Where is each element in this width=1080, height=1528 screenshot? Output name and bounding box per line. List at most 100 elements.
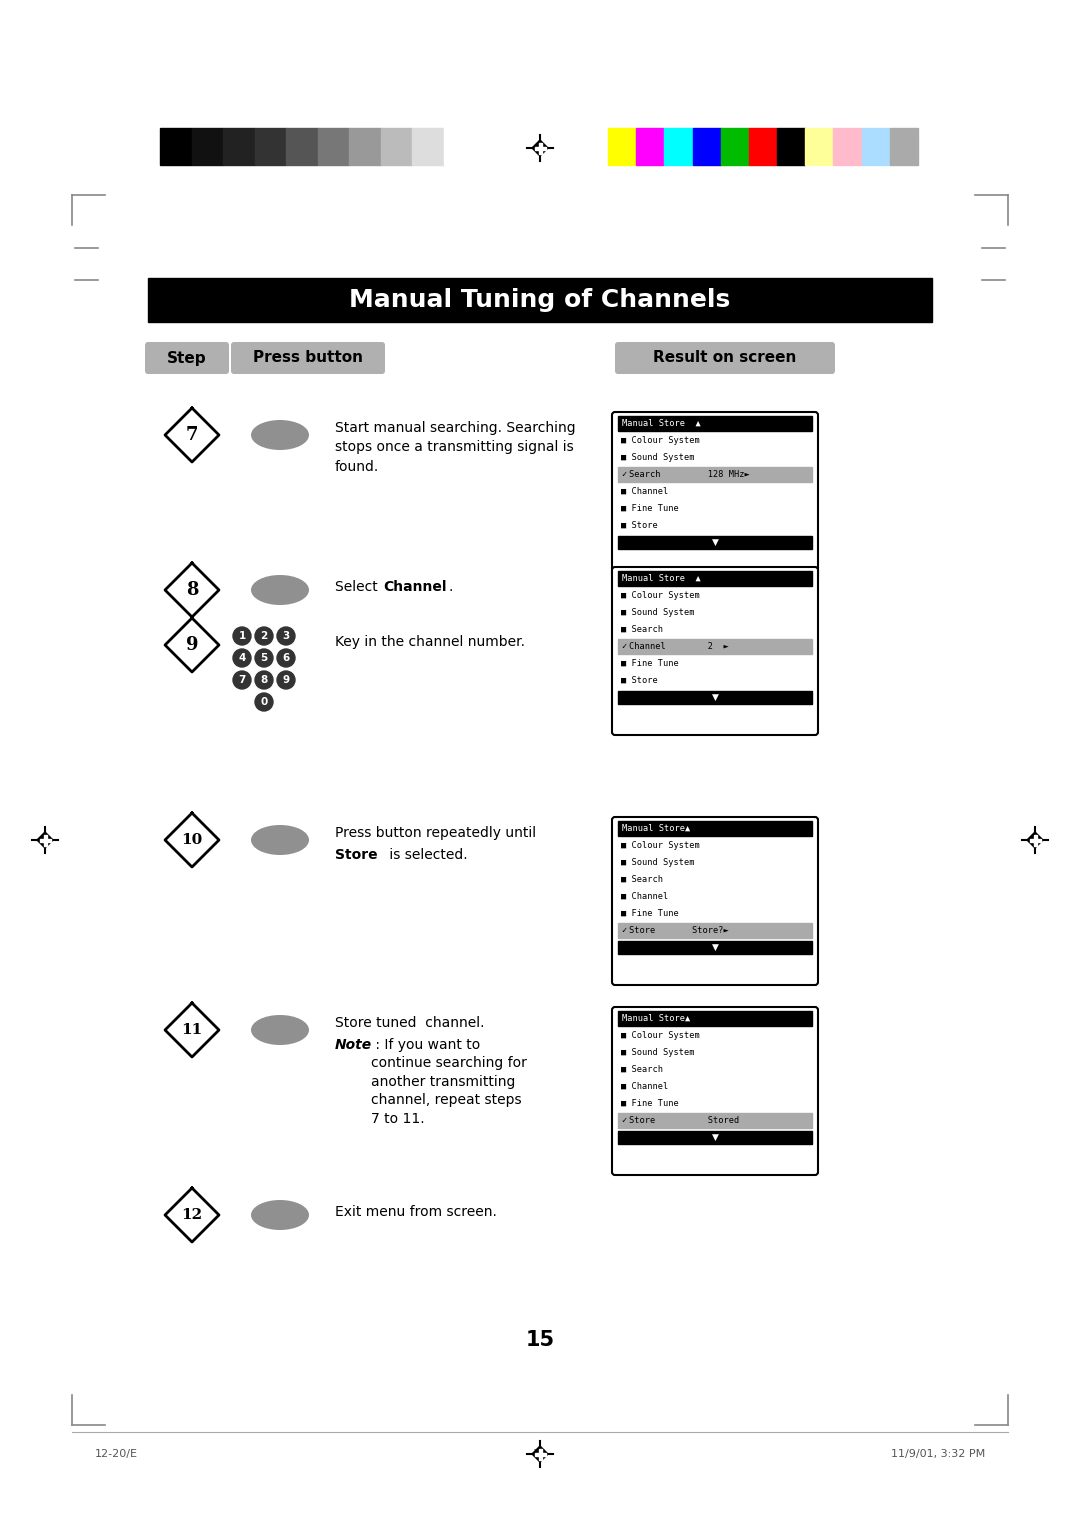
Text: Manual Store▲: Manual Store▲ — [622, 1015, 690, 1024]
Bar — [748, 128, 778, 165]
Text: 9: 9 — [283, 675, 289, 685]
Ellipse shape — [251, 825, 309, 856]
Text: ■ Search: ■ Search — [621, 1065, 663, 1074]
Text: Select: Select — [335, 581, 382, 594]
Polygon shape — [1029, 839, 1040, 842]
Bar — [160, 128, 191, 165]
Text: Store: Store — [335, 848, 378, 862]
Text: Search         128 MHz►: Search 128 MHz► — [629, 471, 750, 478]
Bar — [778, 128, 806, 165]
Text: 5: 5 — [260, 652, 268, 663]
Text: 6: 6 — [282, 652, 289, 663]
Text: ✓: ✓ — [621, 471, 626, 478]
Circle shape — [255, 671, 273, 689]
Polygon shape — [165, 408, 219, 461]
Bar — [318, 128, 349, 165]
Text: Result on screen: Result on screen — [653, 350, 797, 365]
Polygon shape — [539, 142, 541, 153]
Polygon shape — [1034, 834, 1037, 845]
Bar — [890, 128, 918, 165]
Text: 1: 1 — [239, 631, 245, 642]
Text: 8: 8 — [260, 675, 268, 685]
Text: ■ Colour System: ■ Colour System — [621, 435, 700, 445]
Polygon shape — [165, 562, 219, 617]
Text: ✓: ✓ — [621, 1115, 626, 1125]
Bar — [636, 128, 664, 165]
Bar — [286, 128, 318, 165]
Text: ■ Fine Tune: ■ Fine Tune — [621, 909, 678, 918]
Text: ■ Search: ■ Search — [621, 625, 663, 634]
FancyBboxPatch shape — [612, 413, 818, 581]
FancyBboxPatch shape — [615, 342, 835, 374]
Text: 11: 11 — [181, 1024, 203, 1038]
Bar — [255, 128, 286, 165]
Bar — [618, 941, 812, 953]
Text: ■ Fine Tune: ■ Fine Tune — [621, 659, 678, 668]
Ellipse shape — [251, 1015, 309, 1045]
Text: Store       Store?►: Store Store?► — [629, 926, 729, 935]
Circle shape — [276, 626, 295, 645]
Text: 8: 8 — [186, 581, 199, 599]
Bar — [834, 128, 862, 165]
Text: 12: 12 — [181, 1209, 203, 1222]
Text: ■ Sound System: ■ Sound System — [621, 1048, 694, 1057]
Bar — [608, 128, 636, 165]
Circle shape — [233, 649, 251, 668]
Text: ■ Channel: ■ Channel — [621, 487, 669, 497]
Ellipse shape — [251, 1199, 309, 1230]
Text: ■ Store: ■ Store — [621, 521, 658, 530]
Text: 7: 7 — [186, 426, 199, 445]
Circle shape — [255, 694, 273, 711]
Bar — [618, 536, 812, 549]
Polygon shape — [165, 617, 219, 672]
Text: ▼: ▼ — [712, 943, 718, 952]
Bar — [444, 128, 475, 165]
Text: 12-20/E: 12-20/E — [95, 1449, 138, 1459]
Circle shape — [255, 626, 273, 645]
Bar — [618, 1112, 812, 1128]
Polygon shape — [37, 833, 53, 848]
Text: Manual Store  ▲: Manual Store ▲ — [622, 575, 701, 584]
Bar — [380, 128, 411, 165]
Text: Note: Note — [335, 1038, 373, 1051]
Bar — [692, 128, 720, 165]
Text: Store tuned  channel.: Store tuned channel. — [335, 1016, 485, 1030]
Text: Step: Step — [167, 350, 206, 365]
Text: 4: 4 — [239, 652, 245, 663]
Text: ✓: ✓ — [621, 642, 626, 651]
Text: ✓: ✓ — [621, 926, 626, 935]
Text: Manual Store  ▲: Manual Store ▲ — [622, 419, 701, 428]
Text: 10: 10 — [181, 833, 203, 847]
Text: ▼: ▼ — [712, 538, 718, 547]
FancyBboxPatch shape — [612, 817, 818, 986]
Polygon shape — [165, 813, 219, 866]
Text: Manual Tuning of Channels: Manual Tuning of Channels — [349, 287, 731, 312]
Text: Press button: Press button — [253, 350, 363, 365]
Text: 15: 15 — [534, 1449, 546, 1459]
Text: ■ Colour System: ■ Colour System — [621, 840, 700, 850]
Text: ■ Channel: ■ Channel — [621, 1082, 669, 1091]
Polygon shape — [532, 1445, 548, 1462]
Ellipse shape — [251, 575, 309, 605]
Text: Manual Store▲: Manual Store▲ — [622, 824, 690, 833]
Text: Exit menu from screen.: Exit menu from screen. — [335, 1206, 497, 1219]
Text: ▼: ▼ — [712, 1132, 718, 1141]
Polygon shape — [165, 1002, 219, 1057]
Polygon shape — [532, 141, 548, 156]
Ellipse shape — [251, 420, 309, 451]
Text: 15: 15 — [526, 1329, 554, 1351]
Bar — [618, 1012, 812, 1025]
Bar — [720, 128, 748, 165]
Text: ■ Sound System: ■ Sound System — [621, 859, 694, 866]
Text: is selected.: is selected. — [384, 848, 468, 862]
Text: Start manual searching. Searching
stops once a transmitting signal is
found.: Start manual searching. Searching stops … — [335, 422, 576, 474]
Bar — [806, 128, 834, 165]
Bar — [618, 416, 812, 431]
Text: .: . — [449, 581, 454, 594]
Bar — [349, 128, 380, 165]
Text: Press button repeatedly until: Press button repeatedly until — [335, 827, 536, 840]
Bar — [411, 128, 444, 165]
Text: Channel: Channel — [383, 581, 446, 594]
Bar — [618, 691, 812, 704]
FancyBboxPatch shape — [231, 342, 384, 374]
